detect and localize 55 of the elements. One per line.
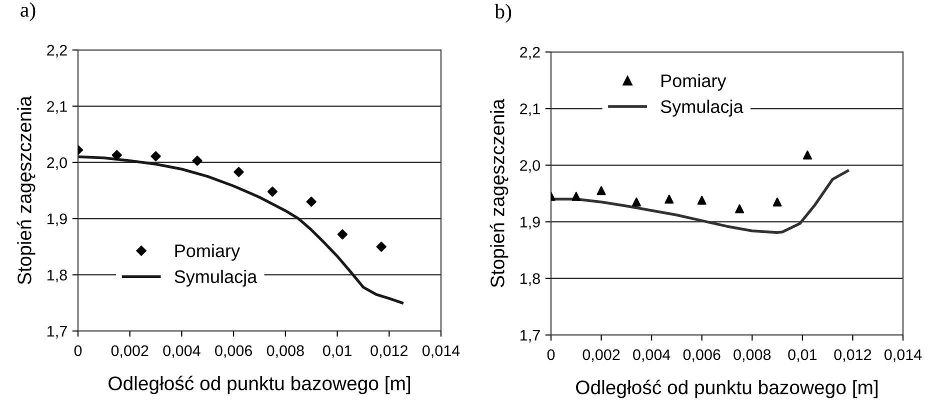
x-axis-title: Odległość od punktu bazowego [m]	[108, 376, 410, 394]
x-axis-title: Odległość od punktu bazowego [m]	[576, 380, 878, 398]
point	[112, 150, 122, 160]
x-tick-label: 0,014	[422, 345, 460, 358]
line-series	[78, 155, 404, 304]
y-tick-label: 1,9	[520, 216, 540, 230]
point	[632, 197, 641, 206]
point	[735, 204, 744, 214]
point	[596, 186, 606, 196]
y-tick-label: 1,7	[48, 326, 67, 338]
x-tick-label: 0,002	[582, 349, 620, 362]
y-axis-title: Stopień zagęszczenia	[16, 96, 36, 284]
point	[192, 156, 202, 166]
y-tick-label: 2,1	[520, 103, 540, 116]
y-tick-label: 2,2	[520, 46, 540, 60]
point	[572, 192, 581, 201]
legend-label: Pomiary	[175, 244, 240, 261]
y-tick-label: 2,1	[47, 101, 67, 114]
chart-title: b)	[494, 4, 512, 23]
legend-label: Symulacja	[660, 100, 744, 117]
legend-label: Symulacja	[174, 270, 258, 287]
y-tick-label: 1,8	[520, 273, 540, 286]
x-tick-label: 0,008	[734, 349, 771, 362]
x-tick-label: 0,01	[788, 349, 817, 362]
x-tick-label: 0,006	[683, 349, 720, 362]
x-tick-label: 0,002	[111, 345, 148, 358]
point	[664, 194, 674, 204]
point	[802, 150, 812, 160]
point	[306, 196, 316, 207]
x-tick-label: 0,004	[163, 345, 200, 358]
x-tick-label: 0,012	[834, 349, 872, 362]
x-tick-label: 0,008	[266, 345, 304, 358]
point	[150, 151, 161, 162]
point	[234, 166, 244, 178]
x-tick-label: 0	[547, 349, 555, 360]
y-tick-label: 1,9	[48, 213, 67, 226]
x-tick-label: 0,006	[215, 345, 252, 358]
point	[772, 197, 782, 206]
y-axis-title: Stopień zagęszczenia	[490, 98, 508, 288]
x-tick-label: 0	[74, 345, 82, 356]
x-tick-label: 0,012	[370, 345, 408, 358]
y-tick-label: 2,2	[47, 44, 67, 58]
y-tick-label: 1,8	[48, 270, 67, 282]
x-tick-label: 0,014	[884, 349, 922, 362]
chart-title: a)	[20, 2, 36, 22]
point	[267, 186, 278, 197]
y-tick-label: 1,7	[520, 330, 540, 342]
x-tick-label: 0,004	[633, 349, 670, 362]
y-tick-label: 2,0	[520, 160, 540, 173]
x-tick-label: 0,01	[323, 345, 352, 358]
point	[697, 196, 706, 205]
y-tick-label: 2,0	[47, 157, 67, 170]
legend-label: Pomiary	[662, 74, 726, 91]
point	[337, 229, 348, 240]
point	[376, 242, 386, 252]
